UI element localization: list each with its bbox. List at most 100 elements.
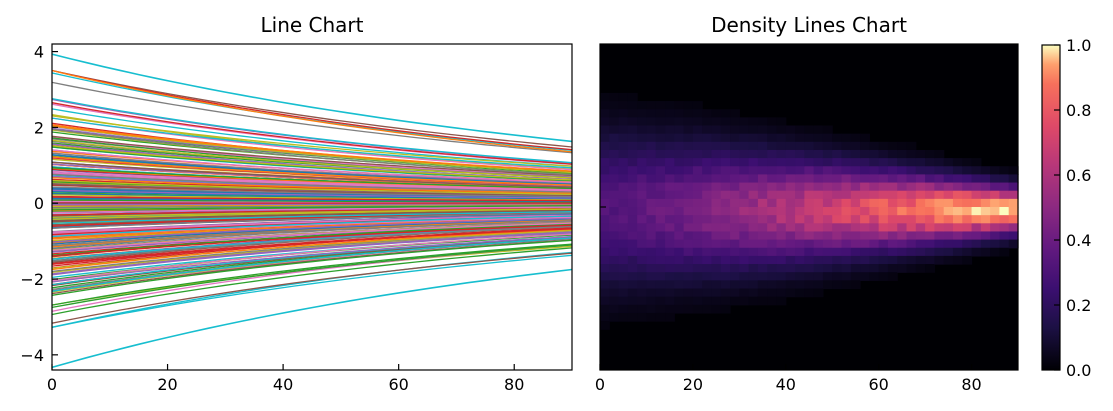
heatmap-cell: [627, 198, 638, 208]
heatmap-cell: [637, 125, 648, 135]
heatmap-cell: [627, 312, 638, 322]
heatmap-cell: [730, 198, 740, 208]
heatmap-cell: [637, 223, 648, 233]
heatmap-cell: [785, 182, 796, 192]
heatmap-cell: [776, 280, 787, 290]
heatmap-cell: [887, 215, 898, 224]
heatmap-cell: [990, 174, 1001, 184]
heatmap-cell: [702, 198, 713, 208]
heatmap-cell: [962, 166, 973, 175]
heatmap-cell: [785, 207, 796, 216]
heatmap-cell: [860, 133, 870, 143]
heatmap-cell: [683, 133, 694, 143]
line-series: [52, 199, 572, 203]
heatmap-cell: [720, 198, 731, 208]
heatmap-cell: [720, 255, 731, 265]
heatmap-cell: [804, 207, 815, 216]
heatmap-cell: [655, 133, 666, 143]
heatmap-cell: [813, 198, 824, 208]
heatmap-cell: [637, 215, 648, 224]
heatmap-cell: [980, 223, 991, 233]
heatmap-cell: [730, 117, 740, 127]
heatmap-cell: [952, 182, 963, 192]
heatmap-cell: [655, 101, 666, 110]
heatmap-cell: [906, 149, 917, 159]
heatmap-cell: [702, 166, 713, 175]
heatmap-cell: [711, 272, 722, 281]
line-chart-frame: [51, 43, 573, 371]
heatmap-cell: [609, 149, 620, 159]
heatmap-cell: [646, 182, 657, 192]
heatmap-cell: [757, 133, 768, 143]
colorbar-tick-label: 0.4: [1066, 231, 1091, 250]
heatmap-cell: [655, 312, 666, 322]
line-series: [52, 235, 572, 283]
heatmap-cell: [934, 215, 945, 224]
heatmap-cell: [674, 272, 685, 281]
heatmap-cell: [655, 141, 666, 151]
heatmap-cell: [637, 158, 648, 167]
line-series: [52, 207, 572, 216]
heatmap-cell: [702, 174, 713, 184]
heatmap-cell: [627, 255, 638, 265]
heatmap-cell: [990, 207, 1001, 216]
heatmap-cell: [655, 296, 666, 306]
heatmap-cell: [915, 190, 926, 200]
heatmap-cell: [637, 174, 648, 184]
heatmap-cell: [813, 239, 824, 249]
heatmap-cell: [850, 198, 861, 208]
heatmap-cell: [795, 272, 805, 281]
line-series: [52, 236, 572, 287]
heatmap-cell: [637, 109, 648, 118]
heatmap-cell: [785, 255, 796, 265]
heatmap-cell: [711, 109, 722, 118]
heatmap-cell: [730, 182, 740, 192]
heatmap-cell: [971, 223, 982, 233]
heatmap-cell: [934, 207, 945, 216]
heatmap-cell: [906, 190, 917, 200]
heatmap-cell: [767, 190, 778, 200]
heatmap-cell: [711, 264, 722, 273]
heatmap-cell: [637, 296, 648, 306]
heatmap-cell: [730, 207, 740, 216]
heatmap-cell: [943, 158, 954, 167]
heatmap-cell: [646, 264, 657, 273]
heatmap-cell: [832, 280, 843, 290]
heatmap-cell: [841, 190, 852, 200]
heatmap-cell: [832, 255, 843, 265]
heatmap-cell: [618, 272, 629, 281]
heatmap-cell: [748, 223, 759, 233]
heatmap-cell: [748, 125, 759, 135]
heatmap-cell: [692, 109, 703, 118]
heatmap-cell: [655, 198, 666, 208]
heatmap-cell: [637, 255, 648, 265]
heatmap-cell: [841, 247, 852, 257]
x-tick-label: 80: [961, 375, 981, 394]
heatmap-cell: [971, 198, 982, 208]
heatmap-cell: [878, 198, 889, 208]
heatmap-cell: [637, 247, 648, 257]
heatmap-cell: [683, 280, 694, 290]
heatmap-cell: [757, 239, 768, 249]
heatmap-cell: [646, 280, 657, 290]
heatmap-cell: [720, 149, 731, 159]
heatmap-cell: [600, 272, 610, 281]
heatmap-cell: [887, 158, 898, 167]
heatmap-cell: [925, 158, 935, 167]
line-series: [52, 156, 572, 186]
heatmap-cell: [813, 190, 824, 200]
heatmap-cell: [925, 174, 935, 184]
heatmap-cell: [1008, 174, 1019, 184]
heatmap-cell: [748, 141, 759, 151]
heatmap-cell: [767, 223, 778, 233]
heatmap-cell: [869, 182, 880, 192]
heatmap-cell: [646, 166, 657, 175]
heatmap-cell: [720, 174, 731, 184]
y-tick-label: 2: [34, 118, 44, 137]
heatmap-cell: [785, 288, 796, 298]
heatmap-cell: [804, 288, 815, 298]
heatmap-cell: [702, 247, 713, 257]
heatmap-cell: [897, 166, 908, 175]
heatmap-cell: [804, 158, 815, 167]
heatmap-cell: [841, 158, 852, 167]
